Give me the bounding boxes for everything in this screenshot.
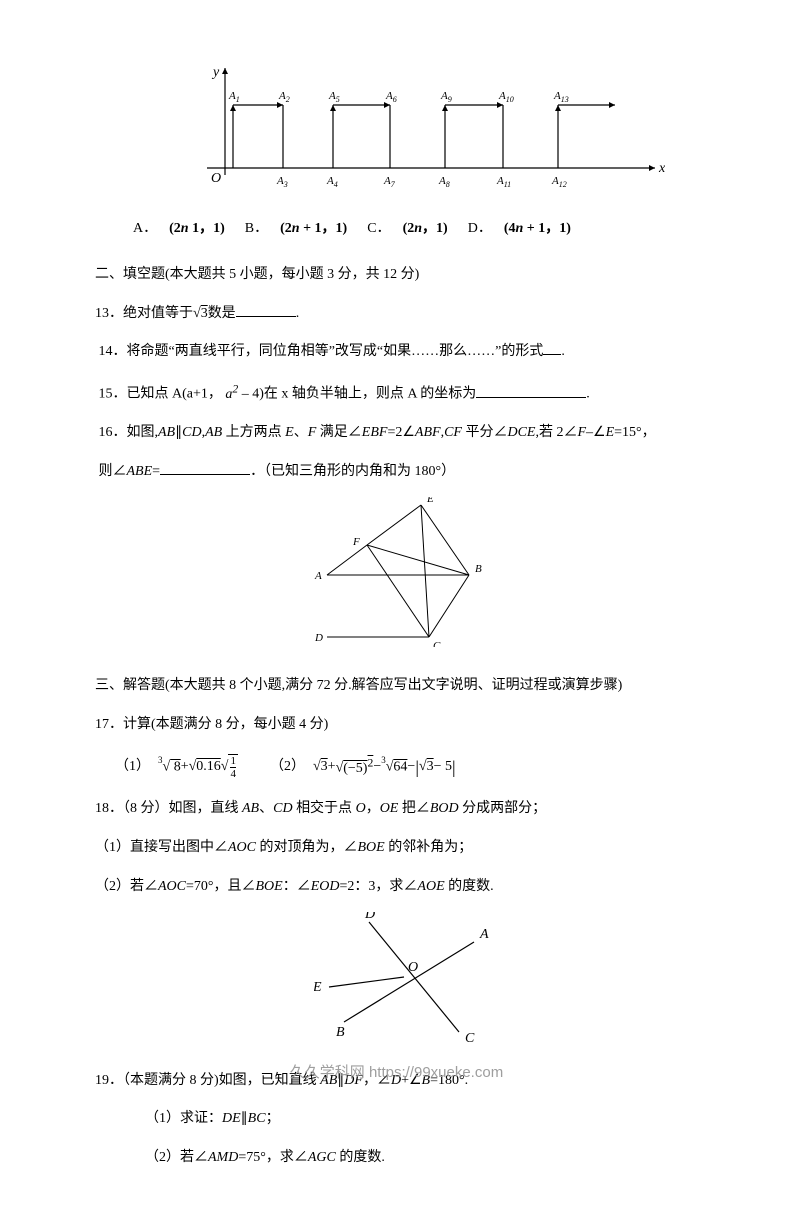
q19-2: （2）若∠AMD=75°，求∠AGC 的度数. [145,1145,713,1172]
svg-text:A9: A9 [440,90,452,104]
choice-c: C． (2n，1) [367,216,447,243]
svg-text:E: E [314,980,322,995]
choice-a-expr: (2n 1，1) [169,216,225,243]
q15-mid: – 4)在 x 轴负半轴上，则点 A 的坐标为 [238,387,476,402]
q17-header: 17．计算(本题满分 8 分，每小题 4 分) [95,712,713,739]
q18-header: 18．（8 分）如图，直线 AB、CD 相交于点 O，OE 把∠BOD 分成两部… [95,796,713,823]
section3-header: 三、解答题(本大题共 8 个小题,满分 72 分.解答应写出文字说明、证明过程或… [95,673,713,700]
svg-text:A: A [479,927,489,942]
q17-2-label: （2） [270,754,305,781]
svg-text:A7: A7 [383,175,396,189]
section2-header: 二、填空题(本大题共 5 小题，每小题 3 分，共 12 分) [95,262,713,289]
q15-a: a2 [225,387,238,402]
q13: 13．绝对值等于√3数是. [95,301,713,328]
q16-line2: 则∠ABE=．（已知三角形的内角和为 180°） [95,459,713,486]
fig16-diagram-icon: E F A B D C [309,497,499,647]
fig16-container: E F A B D C [95,497,713,658]
svg-text:A1: A1 [228,90,240,104]
svg-text:A2: A2 [278,90,290,104]
svg-text:E: E [426,497,434,505]
svg-text:F: F [352,536,360,548]
q18-2: （2）若∠AOC=70°，且∠BOE：∠EOD=2：3，求∠AOE 的度数. [95,874,713,901]
cube-root-icon: 3√ 8 [158,754,181,781]
choice-c-expr: (2n，1) [403,216,448,243]
footer-watermark: 久久学科网 https://99xueke.com [0,1061,793,1082]
svg-text:x: x [658,161,665,176]
q14: 14．将命题“两直线平行，同位角相等”改写成“如果……那么……”的形式. [95,339,713,366]
choice-b: B． (2n + 1，1) [245,216,347,243]
top-diagram-container: y x O A1 A2 A5 A6 A9 A10 A13 A3 A4 A7 A8 A11 A12 [195,60,713,201]
svg-text:y: y [211,65,220,80]
q13-blank [236,316,296,317]
svg-text:B: B [336,1025,345,1040]
svg-text:C: C [465,1031,475,1042]
q13-period: . [296,306,300,321]
svg-text:A: A [314,570,322,582]
q17-expressions: （1） 3√ 8 + √0.16 √14 （2） √3 + √(−5)2 − 3… [115,750,713,784]
choice-d: D． (4n + 1，1) [468,216,571,243]
sqrt-icon: √3 [419,754,434,781]
svg-text:A5: A5 [328,90,340,104]
choice-a: A． (2n 1，1) [133,216,225,243]
q14-text: 14．将命题“两直线平行，同位角相等”改写成“如果……那么……”的形式 [99,344,544,359]
choice-a-label: A． [133,216,157,243]
choice-d-label: D． [468,216,492,243]
sqrt-icon: √0.16 [189,754,221,781]
q15-period: . [586,387,590,402]
sqrt-icon: √3 [193,306,208,321]
svg-text:A13: A13 [553,90,569,104]
fig18-container: D A E O B C [95,912,713,1053]
svg-text:O: O [211,171,221,186]
q18-1: （1）直接写出图中∠AOC 的对顶角为，∠BOE 的邻补角为； [95,835,713,862]
q14-blank [543,354,561,355]
q19-1: （1）求证：DE∥BC； [145,1106,713,1133]
svg-text:D: D [364,912,375,922]
svg-text:O: O [408,960,418,975]
q17-1-label: （1） [115,754,150,781]
fig18-diagram-icon: D A E O B C [314,912,494,1042]
svg-text:A10: A10 [498,90,514,104]
svg-text:D: D [314,632,323,644]
svg-text:A11: A11 [496,175,511,189]
page-container: y x O A1 A2 A5 A6 A9 A10 A13 A3 A4 A7 A8 A11 A12 A． (2n… [0,0,793,1224]
svg-text:A12: A12 [551,175,567,189]
choice-b-label: B． [245,216,268,243]
q15-prefix: 15．已知点 A(a+1， [99,387,226,402]
choices-row: A． (2n 1，1) B． (2n + 1，1) C． (2n，1) D． (… [133,216,713,243]
sqrt-frac-icon: √14 [221,754,238,781]
q15: 15．已知点 A(a+1， a2 – 4)在 x 轴负半轴上，则点 A 的坐标为… [95,378,713,408]
q15-blank [476,397,586,398]
choice-b-expr: (2n + 1，1) [280,216,347,243]
coordinate-diagram-icon: y x O A1 A2 A5 A6 A9 A10 A13 A3 A4 A7 A8 A11 A12 [195,60,665,190]
svg-text:A6: A6 [385,90,397,104]
q14-period: . [561,344,565,359]
svg-text:B: B [475,563,482,575]
sqrt-icon: √3 [313,754,328,781]
q16-line1: 16．如图,AB∥CD,AB 上方两点 E、F 满足∠EBF=2∠ABF,CF … [95,420,713,447]
svg-text:A3: A3 [276,175,288,189]
svg-text:A8: A8 [438,175,450,189]
svg-text:A4: A4 [326,175,338,189]
q13-suffix: 数是 [208,306,236,321]
choice-d-expr: (4n + 1，1) [504,216,571,243]
cube-root-icon: 3√64 [381,754,407,781]
q13-prefix: 13．绝对值等于 [95,306,193,321]
q16-blank [160,474,250,475]
choice-c-label: C． [367,216,390,243]
sqrt-icon: √(−5)2 [336,752,374,782]
svg-text:C: C [433,640,441,647]
